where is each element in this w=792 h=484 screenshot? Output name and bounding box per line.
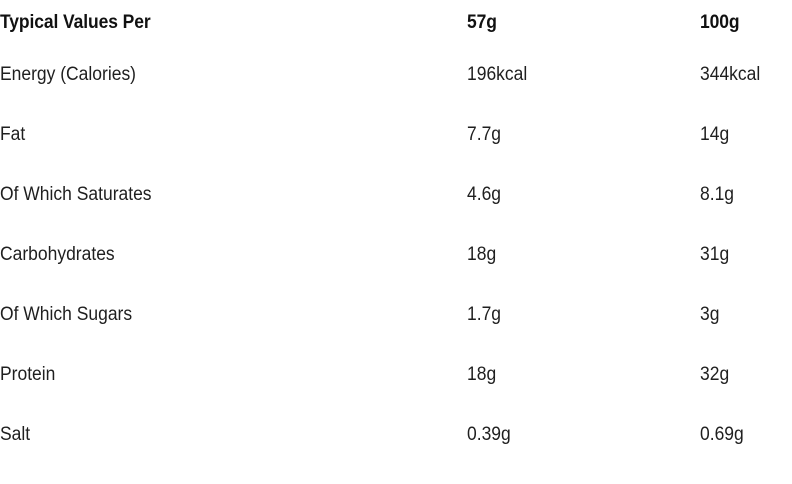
nutrient-value-energy-per-57g: 196kcal [467, 64, 528, 85]
nutrient-value-saturates-per-57g: 4.6g [467, 184, 502, 205]
nutrient-label-carbohydrates: Carbohydrates [0, 244, 115, 265]
table-body: Energy (Calories) 196kcal 344kcal Fat 7.… [0, 45, 792, 465]
nutrient-value-energy-per-100g: 344kcal [700, 64, 761, 85]
nutrient-value-protein-per-100g: 32g [700, 364, 730, 385]
nutrient-value-fat-per-57g: 7.7g [467, 124, 502, 145]
nutrient-value-carbohydrates-per-57g: 18g [467, 244, 497, 265]
table-row: Energy (Calories) 196kcal 344kcal [0, 45, 792, 105]
column-header-per-57g: 57g [467, 11, 497, 33]
nutrient-value-salt-per-57g: 0.39g [467, 424, 511, 445]
nutrient-label-fat: Fat [0, 124, 26, 145]
table-header: Typical Values Per 57g 100g [0, 0, 792, 45]
nutrient-label-saturates: Of Which Saturates [0, 184, 152, 205]
nutrition-table: Typical Values Per 57g 100g Energy (Calo… [0, 0, 792, 465]
table-row: Carbohydrates 18g 31g [0, 225, 792, 285]
table-row: Of Which Saturates 4.6g 8.1g [0, 165, 792, 225]
nutrient-label-salt: Salt [0, 424, 31, 445]
nutrient-value-protein-per-57g: 18g [467, 364, 497, 385]
table-header-row: Typical Values Per 57g 100g [0, 0, 792, 45]
table-row: Protein 18g 32g [0, 345, 792, 405]
nutrient-value-fat-per-100g: 14g [700, 124, 730, 145]
nutrient-value-salt-per-100g: 0.69g [700, 424, 744, 445]
nutrient-label-energy: Energy (Calories) [0, 64, 137, 85]
nutrient-label-protein: Protein [0, 364, 56, 385]
table-row: Fat 7.7g 14g [0, 105, 792, 165]
table-row: Salt 0.39g 0.69g [0, 405, 792, 465]
nutrient-value-carbohydrates-per-100g: 31g [700, 244, 730, 265]
nutrient-label-sugars: Of Which Sugars [0, 304, 133, 325]
column-header-typical-values-per: Typical Values Per [0, 11, 151, 33]
table-row: Of Which Sugars 1.7g 3g [0, 285, 792, 345]
nutrient-value-sugars-per-100g: 3g [700, 304, 720, 325]
nutrient-value-sugars-per-57g: 1.7g [467, 304, 502, 325]
column-header-per-100g: 100g [700, 11, 740, 33]
nutrient-value-saturates-per-100g: 8.1g [700, 184, 735, 205]
